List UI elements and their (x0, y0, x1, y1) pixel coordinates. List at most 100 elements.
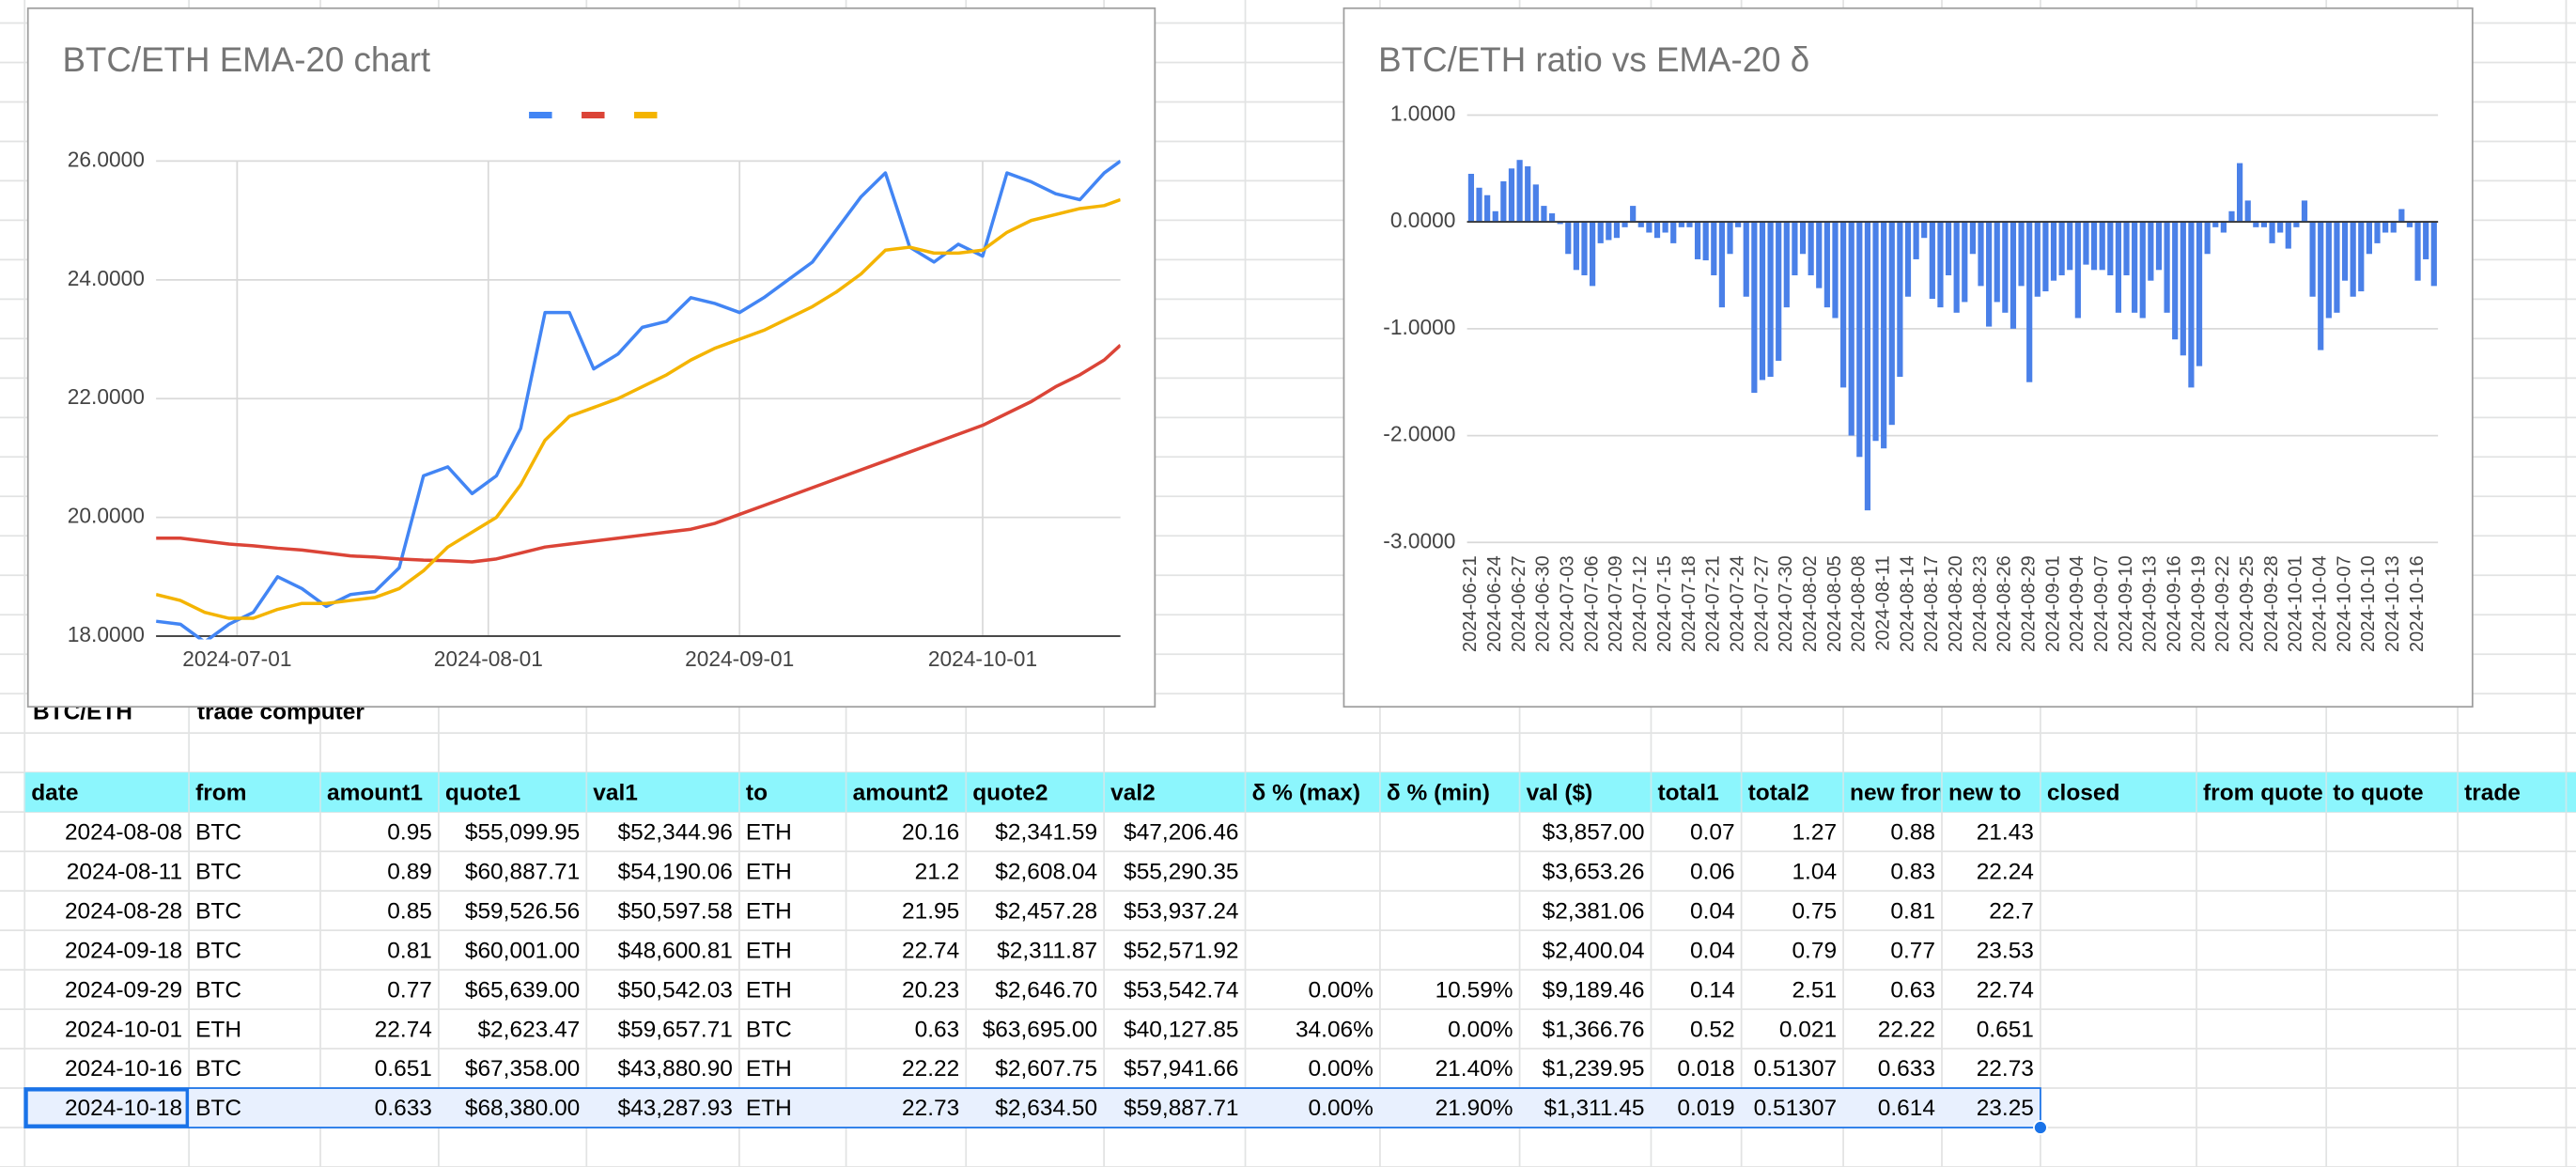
bar (2237, 163, 2243, 223)
cell: 0.651 (1977, 1017, 2034, 1042)
cell: $53,542.74 (1124, 977, 1238, 1003)
bar (1500, 180, 1507, 223)
bar (1653, 222, 1661, 239)
column-header: from (195, 780, 246, 805)
x-tick-label: 2024-06-30 (1533, 555, 1554, 652)
cell: 21.90% (1435, 1096, 1513, 1121)
cell: 23.25 (1977, 1096, 2034, 1121)
cell: 22.73 (1977, 1056, 2034, 1081)
cell: 2024-09-18 (65, 938, 182, 963)
bar (2414, 222, 2421, 281)
bar (1743, 222, 1749, 297)
cell: $43,880.90 (617, 1056, 732, 1081)
bar (1816, 222, 1823, 288)
cell: $40,127.85 (1124, 1017, 1238, 1042)
bar (1832, 222, 1839, 319)
x-tick-label: 2024-07-06 (1581, 555, 1602, 652)
cell: $50,597.58 (617, 898, 732, 924)
bar (1718, 222, 1726, 308)
bar (1823, 222, 1830, 308)
bar (2067, 222, 2073, 271)
cell: BTC (195, 859, 241, 884)
cell: 0.51307 (1754, 1096, 1837, 1121)
cell: 22.73 (902, 1096, 959, 1121)
cell: ETH (195, 1017, 241, 1042)
bar (1727, 222, 1733, 255)
cell: $54,190.06 (617, 859, 732, 884)
x-tick-label: 2024-06-21 (1460, 555, 1481, 652)
x-tick-label: 2024-08-05 (1824, 555, 1845, 652)
cell: $57,941.66 (1124, 1056, 1238, 1081)
bar (2042, 222, 2049, 292)
x-tick-label: 2024-09-10 (2116, 555, 2136, 652)
bar (1702, 222, 1709, 261)
bar (1686, 222, 1693, 227)
bar (2301, 200, 2308, 223)
bar (1573, 222, 1579, 271)
bar (1881, 222, 1887, 449)
cell: 2024-10-16 (65, 1056, 182, 1081)
cell: 0.63 (1890, 977, 1935, 1003)
bar (1525, 166, 1531, 223)
cell: $50,542.03 (617, 977, 732, 1003)
bar (2406, 222, 2413, 227)
bar (2350, 222, 2356, 297)
x-tick-label: 2024-07-15 (1654, 555, 1675, 652)
bar (1913, 222, 1919, 259)
bar (1532, 184, 1539, 223)
x-tick-label: 2024-08-08 (1849, 555, 1870, 652)
x-tick-label: 2024-09-25 (2237, 555, 2258, 652)
y-tick-label: 1.0000 (1390, 101, 1455, 125)
y-tick-label: -1.0000 (1383, 315, 1455, 339)
y-tick-label: -2.0000 (1383, 422, 1455, 446)
cell: 0.614 (1878, 1096, 1935, 1121)
cell: $2,608.04 (995, 859, 1097, 884)
bar (1467, 173, 1475, 223)
cell: ETH (746, 938, 792, 963)
y-tick-label: -3.0000 (1383, 528, 1455, 552)
column-header: quote2 (972, 780, 1047, 805)
cell: $2,634.50 (995, 1096, 1097, 1121)
cell: $65,639.00 (465, 977, 580, 1003)
chart-title: BTC/ETH EMA-20 chart (62, 40, 430, 79)
bar (2090, 222, 2098, 271)
cell: $60,887.71 (465, 859, 580, 884)
bar (2382, 222, 2389, 233)
cell: 0.018 (1677, 1056, 1734, 1081)
bar (2123, 222, 2130, 276)
x-tick-label: 2024-08-02 (1800, 555, 1821, 652)
cell: $2,457.28 (995, 898, 1097, 924)
bar (2132, 222, 2138, 313)
series-line (156, 160, 1121, 640)
x-tick-label: 2024-10-01 (928, 646, 1037, 671)
column-header: total2 (1748, 780, 1809, 805)
column-header: from quote (2203, 780, 2323, 805)
cell: 21.40% (1435, 1056, 1513, 1081)
active-cell (24, 1088, 190, 1128)
bar (1613, 222, 1621, 239)
bar (2325, 222, 2332, 319)
bar (2293, 222, 2300, 227)
cell: 2024-08-28 (65, 898, 182, 924)
bar (2390, 222, 2397, 233)
cell: $2,607.75 (995, 1056, 1097, 1081)
cell: 0.019 (1677, 1096, 1734, 1121)
bar (1630, 206, 1637, 223)
column-header: val2 (1110, 780, 1156, 805)
bar (1751, 222, 1758, 394)
x-tick-label: 2024-06-27 (1509, 555, 1529, 652)
bar (2139, 222, 2146, 319)
cell: $52,571.92 (1124, 938, 1238, 963)
bar (2204, 222, 2211, 255)
cell: 0.77 (1890, 938, 1935, 963)
cell: 2024-09-29 (65, 977, 182, 1003)
bar (2107, 222, 2114, 276)
cell: BTC (195, 1056, 241, 1081)
bar (2018, 222, 2025, 287)
y-tick-label: 0.0000 (1390, 208, 1455, 232)
cell: $52,344.96 (617, 819, 732, 845)
cell: $47,206.46 (1124, 819, 1238, 845)
bar (1888, 222, 1895, 426)
cell: BTC (195, 1096, 241, 1121)
cell: 0.95 (387, 819, 432, 845)
